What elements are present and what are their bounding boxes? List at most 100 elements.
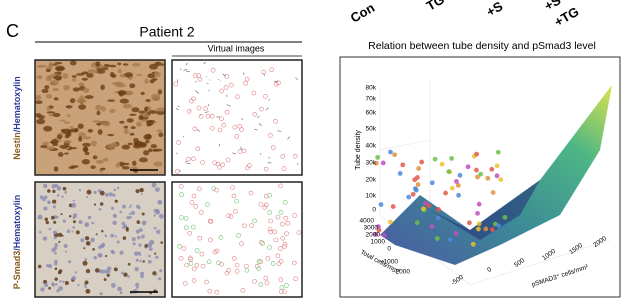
point: [474, 152, 479, 157]
cell: [153, 162, 162, 167]
nucleus: [129, 213, 131, 215]
nucleus: [136, 205, 140, 209]
cell: [132, 161, 137, 166]
cell: [42, 89, 49, 93]
point: [498, 177, 503, 182]
nucleus: [156, 230, 160, 234]
point: [392, 152, 397, 157]
cell: [61, 129, 66, 132]
cell: [78, 82, 84, 86]
cell: [54, 166, 58, 171]
nucleus: [57, 194, 60, 197]
nucleus: [67, 230, 71, 234]
cell: [124, 126, 128, 129]
cell: [143, 134, 151, 140]
nucleus: [155, 256, 158, 259]
cell: [95, 105, 102, 111]
nucleus: [136, 259, 139, 262]
cell: [64, 152, 69, 154]
cell: [154, 72, 161, 78]
nucleus: [149, 247, 153, 251]
nucleus: [123, 273, 127, 277]
z-tick-label: 80k: [366, 85, 377, 92]
cell: [136, 74, 142, 76]
nucleus: [120, 291, 123, 294]
nucleus: [110, 250, 114, 254]
nucleus: [61, 196, 63, 198]
point: [411, 192, 416, 197]
nucleus: [85, 289, 90, 294]
cell: [78, 123, 84, 128]
nucleus: [133, 242, 136, 245]
cell: [96, 160, 104, 164]
nucleus: [136, 220, 140, 224]
nucleus: [142, 220, 147, 225]
row-label: P-Smad3/Hematoxylin: [12, 195, 22, 290]
cell: [119, 121, 124, 124]
cell: [88, 129, 94, 133]
nucleus: [52, 190, 55, 193]
nucleus: [155, 210, 160, 215]
nucleus: [113, 214, 117, 218]
nucleus: [53, 221, 56, 224]
nucleus: [58, 271, 62, 275]
nucleus: [135, 267, 139, 271]
counterstain: /Hematoxylin: [12, 195, 22, 251]
cell: [70, 126, 74, 129]
patient-title: Patient 2: [139, 24, 194, 40]
cell-line: [210, 80, 211, 81]
cell: [70, 61, 77, 66]
point: [381, 161, 386, 166]
nucleus: [147, 243, 152, 248]
point: [458, 173, 463, 178]
point: [496, 150, 501, 155]
cell: [95, 61, 100, 66]
cell: [120, 99, 129, 104]
point: [471, 242, 476, 247]
cell: [72, 78, 77, 81]
image-grid: [35, 60, 302, 297]
nucleus: [155, 274, 157, 276]
nucleus: [56, 289, 59, 292]
nucleus: [94, 204, 96, 206]
cell: [110, 72, 114, 77]
nucleus: [72, 231, 74, 233]
cell: [44, 85, 49, 89]
nucleus: [72, 276, 77, 281]
nucleus: [121, 271, 124, 274]
nucleus: [95, 234, 97, 236]
nucleus: [87, 190, 92, 195]
cell: [82, 143, 91, 147]
point: [440, 162, 445, 167]
point: [448, 237, 453, 242]
point: [388, 220, 393, 225]
nucleus: [65, 281, 69, 285]
stain: Nestin: [12, 132, 22, 160]
nucleus: [93, 256, 97, 260]
nucleus: [155, 187, 160, 192]
cell: [136, 122, 142, 127]
nucleus: [52, 200, 56, 204]
point: [446, 169, 451, 174]
point: [449, 156, 454, 161]
nucleus: [40, 195, 44, 199]
z-tick-label: 30k: [366, 160, 377, 167]
cell: [111, 142, 119, 146]
nucleus: [136, 229, 140, 233]
nucleus: [138, 243, 141, 246]
cell: [70, 98, 75, 103]
nucleus: [39, 231, 42, 234]
nucleus: [54, 260, 57, 263]
point: [430, 224, 435, 229]
cell: [52, 144, 58, 146]
point: [426, 203, 431, 208]
cell: [46, 69, 51, 72]
nucleus: [92, 248, 95, 251]
cell: [101, 121, 111, 126]
cell: [144, 107, 148, 112]
z-tick-label: 70k: [366, 96, 377, 103]
nucleus: [85, 258, 88, 261]
nucleus: [84, 222, 89, 227]
nucleus: [160, 241, 163, 244]
nucleus: [44, 283, 48, 287]
